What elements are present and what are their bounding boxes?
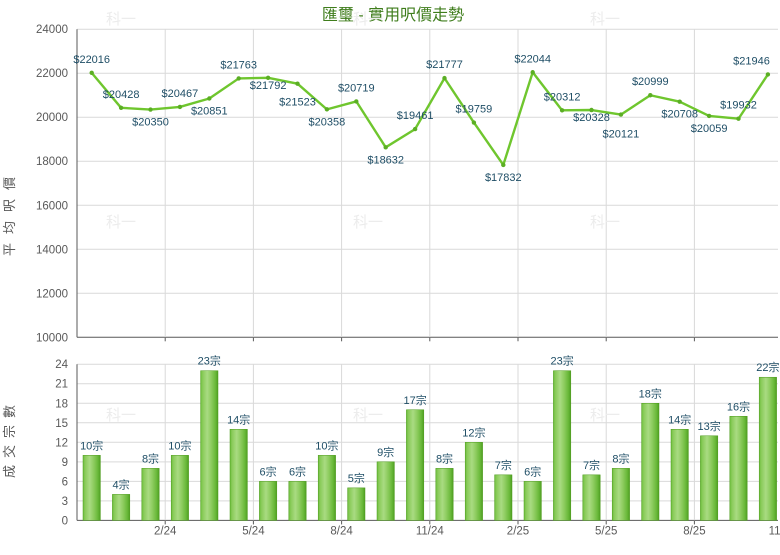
svg-text:21: 21 xyxy=(55,379,68,391)
svg-text:8宗: 8宗 xyxy=(612,451,629,465)
svg-text:10宗: 10宗 xyxy=(315,438,338,452)
svg-text:11/25: 11/25 xyxy=(769,525,780,537)
svg-text:4宗: 4宗 xyxy=(113,477,130,491)
svg-text:$20059: $20059 xyxy=(691,123,728,135)
svg-text:13宗: 13宗 xyxy=(697,419,720,433)
svg-text:12: 12 xyxy=(55,437,68,449)
svg-text:$17832: $17832 xyxy=(485,172,522,184)
svg-text:15: 15 xyxy=(55,418,68,430)
svg-text:6宗: 6宗 xyxy=(524,464,541,478)
svg-text:14宗: 14宗 xyxy=(668,412,691,426)
svg-text:6宗: 6宗 xyxy=(260,464,277,478)
svg-text:科一: 科一 xyxy=(590,407,620,424)
svg-text:0: 0 xyxy=(62,515,68,527)
svg-text:8/25: 8/25 xyxy=(683,525,705,537)
svg-text:$19932: $19932 xyxy=(720,100,757,112)
svg-text:12宗: 12宗 xyxy=(462,425,485,439)
svg-text:5/24: 5/24 xyxy=(242,525,265,537)
svg-text:7宗: 7宗 xyxy=(495,458,512,472)
svg-text:5/25: 5/25 xyxy=(595,525,617,537)
svg-text:$20467: $20467 xyxy=(162,88,199,100)
svg-text:3: 3 xyxy=(62,496,68,508)
svg-text:平均呎價: 平均呎價 xyxy=(2,168,17,256)
svg-text:科一: 科一 xyxy=(353,214,383,231)
svg-text:科一: 科一 xyxy=(106,214,136,231)
svg-text:2/24: 2/24 xyxy=(154,525,177,537)
svg-text:$20350: $20350 xyxy=(132,117,169,129)
svg-text:22宗: 22宗 xyxy=(756,360,779,374)
svg-text:科一: 科一 xyxy=(590,11,620,28)
svg-text:18000: 18000 xyxy=(36,156,68,168)
svg-text:8/24: 8/24 xyxy=(330,525,353,537)
svg-text:$20851: $20851 xyxy=(191,106,228,118)
svg-text:$22044: $22044 xyxy=(514,53,551,65)
svg-text:$21946: $21946 xyxy=(733,55,770,67)
svg-text:11/24: 11/24 xyxy=(416,525,445,537)
svg-text:$21763: $21763 xyxy=(220,59,257,71)
svg-text:9: 9 xyxy=(62,457,68,469)
svg-text:23宗: 23宗 xyxy=(550,354,573,368)
svg-text:16宗: 16宗 xyxy=(727,399,750,413)
svg-text:$20428: $20428 xyxy=(103,89,140,101)
svg-text:$18632: $18632 xyxy=(367,154,404,166)
svg-text:$20358: $20358 xyxy=(309,116,346,128)
svg-text:$20121: $20121 xyxy=(603,129,640,141)
svg-text:$20719: $20719 xyxy=(338,82,375,94)
svg-text:9宗: 9宗 xyxy=(377,445,394,459)
svg-text:$21777: $21777 xyxy=(426,59,463,71)
svg-text:8宗: 8宗 xyxy=(142,451,159,465)
svg-text:6宗: 6宗 xyxy=(289,464,306,478)
svg-text:科一: 科一 xyxy=(353,407,383,424)
svg-text:5宗: 5宗 xyxy=(348,471,365,485)
svg-text:$20999: $20999 xyxy=(632,76,669,88)
svg-text:$21523: $21523 xyxy=(279,97,316,109)
svg-text:18宗: 18宗 xyxy=(639,386,662,400)
svg-text:22000: 22000 xyxy=(36,68,68,80)
svg-text:$22016: $22016 xyxy=(73,54,110,66)
svg-text:$20328: $20328 xyxy=(573,112,610,124)
svg-text:16000: 16000 xyxy=(36,200,68,212)
svg-text:匯璽 - 實用呎價走勢: 匯璽 - 實用呎價走勢 xyxy=(322,5,464,24)
svg-text:8宗: 8宗 xyxy=(436,451,453,465)
svg-text:14宗: 14宗 xyxy=(227,412,250,426)
svg-text:18: 18 xyxy=(55,398,68,410)
svg-text:14000: 14000 xyxy=(36,244,68,256)
svg-text:12000: 12000 xyxy=(36,288,68,300)
svg-text:科一: 科一 xyxy=(353,11,383,28)
svg-text:10000: 10000 xyxy=(36,332,68,344)
svg-text:20000: 20000 xyxy=(36,112,68,124)
svg-text:7宗: 7宗 xyxy=(583,458,600,472)
svg-text:10宗: 10宗 xyxy=(168,438,191,452)
svg-text:24: 24 xyxy=(55,359,68,371)
svg-text:$20312: $20312 xyxy=(544,91,581,103)
svg-text:2/25: 2/25 xyxy=(507,525,529,537)
svg-text:成交宗數: 成交宗數 xyxy=(2,398,17,478)
svg-text:23宗: 23宗 xyxy=(198,354,221,368)
svg-text:$20708: $20708 xyxy=(661,109,698,121)
svg-text:$19759: $19759 xyxy=(456,104,493,116)
svg-text:科一: 科一 xyxy=(590,214,620,231)
svg-text:17宗: 17宗 xyxy=(403,393,426,407)
svg-text:$21792: $21792 xyxy=(250,80,287,92)
svg-text:科一: 科一 xyxy=(106,11,136,28)
svg-text:科一: 科一 xyxy=(106,407,136,424)
svg-text:10宗: 10宗 xyxy=(80,438,103,452)
svg-text:6: 6 xyxy=(62,476,68,488)
svg-text:24000: 24000 xyxy=(36,24,68,36)
svg-text:$19461: $19461 xyxy=(397,110,434,122)
